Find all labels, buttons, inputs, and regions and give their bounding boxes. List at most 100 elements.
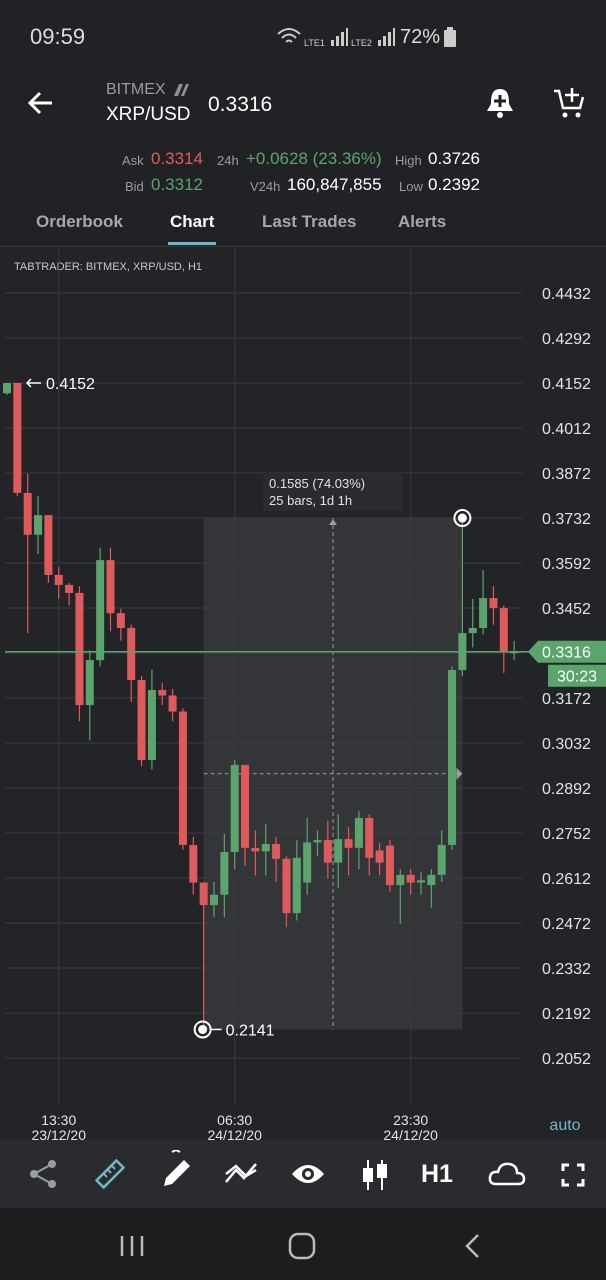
min-marker bbox=[193, 1020, 212, 1039]
candle-body bbox=[168, 695, 177, 712]
high-value: 0.3726 bbox=[428, 149, 480, 168]
measure-label-box bbox=[263, 473, 404, 512]
ask-label: Ask bbox=[122, 153, 144, 168]
visibility-button[interactable] bbox=[290, 1160, 326, 1188]
candle-body bbox=[334, 839, 343, 863]
volume-label: V24h bbox=[250, 179, 281, 194]
y-tick-label: 0.4292 bbox=[542, 331, 591, 348]
tab[interactable]: Orderbook bbox=[36, 212, 123, 231]
y-tick-label: 0.4432 bbox=[542, 286, 591, 303]
ask-price: 0.3314 bbox=[151, 149, 203, 168]
candle-body bbox=[261, 843, 270, 852]
x-tick-label: 23:30 bbox=[393, 1112, 428, 1128]
max-marker-arrow bbox=[25, 378, 41, 388]
candle-body bbox=[230, 764, 239, 853]
x-tick-label: 06:30 bbox=[217, 1112, 252, 1128]
candle-body bbox=[323, 840, 332, 863]
candle-body bbox=[137, 680, 146, 761]
countdown-box bbox=[548, 664, 606, 687]
fullscreen-button[interactable] bbox=[561, 1163, 585, 1187]
tab[interactable]: Last Trades bbox=[262, 212, 357, 231]
indicators-button[interactable] bbox=[224, 1160, 260, 1188]
measure-label: 0.1585 (74.03%) bbox=[269, 476, 365, 491]
candle-body bbox=[116, 613, 125, 628]
chart-title: TABTRADER: BITMEX, XRP/USD, H1 bbox=[14, 261, 202, 273]
scale-mode-button[interactable]: auto bbox=[549, 1117, 580, 1134]
candle-body bbox=[199, 882, 208, 906]
candle-body bbox=[210, 894, 218, 906]
change-label: 24h bbox=[217, 153, 239, 168]
add-to-portfolio-button[interactable] bbox=[552, 86, 588, 120]
min-marker-label: 0.2141 bbox=[226, 1022, 275, 1039]
min-marker-dot bbox=[198, 1024, 208, 1034]
recents-button[interactable] bbox=[119, 1234, 145, 1258]
measure-arrow bbox=[329, 519, 338, 526]
wifi-icon bbox=[277, 28, 301, 43]
candle-body bbox=[396, 874, 405, 886]
candle-body bbox=[3, 383, 11, 394]
x-tick-label: 24/12/20 bbox=[383, 1127, 438, 1140]
candle-body bbox=[385, 845, 394, 886]
max-point bbox=[453, 509, 472, 528]
timeframe-button[interactable]: H1 bbox=[421, 1160, 453, 1188]
candle-body bbox=[85, 660, 94, 706]
ruler-button[interactable] bbox=[94, 1158, 126, 1190]
navigation-bar bbox=[0, 1208, 606, 1280]
measure-detail: 25 bars, 1d 1h bbox=[269, 493, 352, 508]
candle-body bbox=[127, 627, 136, 681]
y-tick-label: 0.4152 bbox=[542, 376, 591, 393]
countdown-label: 30:23 bbox=[557, 669, 597, 686]
battery-level: 72% bbox=[400, 26, 441, 48]
back-nav-button[interactable] bbox=[462, 1233, 482, 1259]
y-tick-label: 0.2332 bbox=[542, 961, 591, 978]
candle-body bbox=[282, 858, 291, 914]
low-label: Low bbox=[399, 179, 423, 194]
max-point-dot bbox=[457, 513, 467, 523]
y-tick-label: 0.2472 bbox=[542, 916, 591, 933]
candle-body bbox=[75, 592, 84, 706]
divider bbox=[0, 246, 606, 247]
candle-body bbox=[189, 844, 198, 883]
back-button[interactable] bbox=[26, 88, 56, 118]
candle-body bbox=[241, 764, 250, 848]
change-value: +0.0628 (23.36%) bbox=[246, 149, 382, 168]
max-marker-label: 0.4152 bbox=[46, 376, 95, 393]
header-price: 0.3316 bbox=[208, 93, 273, 116]
battery-icon bbox=[444, 27, 456, 47]
candle-body bbox=[96, 560, 105, 661]
y-tick-label: 0.3032 bbox=[542, 736, 591, 753]
draw-button[interactable] bbox=[160, 1150, 192, 1190]
alert-button[interactable] bbox=[484, 86, 516, 120]
share-button[interactable] bbox=[28, 1158, 60, 1190]
y-tick-label: 0.2612 bbox=[542, 871, 591, 888]
candle-body bbox=[479, 598, 488, 628]
chart-type-button[interactable] bbox=[360, 1158, 390, 1192]
chart: TABTRADER: BITMEX, XRP/USD, H1 0.4432 0.4… bbox=[0, 248, 606, 1140]
exchange-logo bbox=[174, 84, 189, 96]
candle-body bbox=[65, 584, 74, 593]
candle-body bbox=[489, 598, 498, 609]
x-tick-label: 24/12/20 bbox=[207, 1127, 262, 1140]
candle-body bbox=[354, 817, 363, 848]
status-time: 09:59 bbox=[30, 24, 86, 49]
y-tick-label: 0.3452 bbox=[542, 601, 591, 618]
candle-body bbox=[13, 383, 22, 493]
home-button[interactable] bbox=[288, 1232, 316, 1260]
candle-body bbox=[344, 839, 353, 848]
low-value: 0.2392 bbox=[428, 175, 480, 194]
candle-body bbox=[375, 850, 384, 863]
tab-indicator bbox=[168, 242, 216, 245]
tab[interactable]: Alerts bbox=[398, 212, 447, 231]
y-tick-label: 0.3732 bbox=[542, 511, 591, 528]
signal-icon bbox=[378, 28, 395, 46]
candle-body bbox=[417, 880, 425, 883]
candle-body bbox=[292, 857, 301, 914]
cloud-button[interactable] bbox=[488, 1160, 526, 1188]
last-price-tag bbox=[528, 640, 606, 663]
candle-body bbox=[427, 874, 436, 886]
y-tick-label: 0.2892 bbox=[542, 781, 591, 798]
candle-body bbox=[437, 844, 446, 875]
tab[interactable]: Chart bbox=[170, 212, 215, 231]
y-tick-label: 0.3592 bbox=[542, 556, 591, 573]
candle-body bbox=[106, 560, 115, 614]
